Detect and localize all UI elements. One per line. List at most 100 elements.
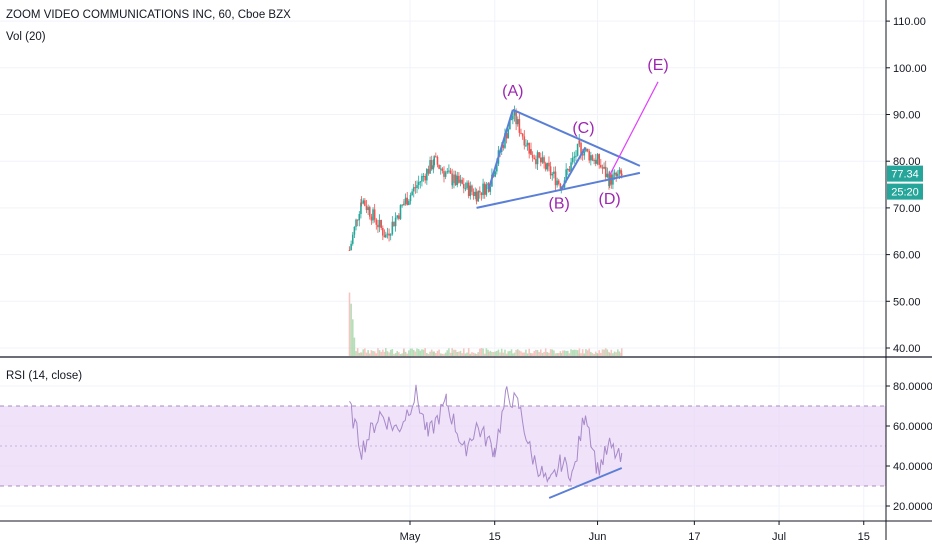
volume-bar (388, 352, 390, 356)
volume-bar (411, 348, 413, 356)
candle-body (620, 169, 622, 174)
candle-body (540, 157, 542, 163)
candle-body (449, 170, 452, 174)
volume-bar (385, 348, 387, 356)
candle-body (618, 169, 621, 174)
candle-body (362, 200, 365, 204)
candle-body (482, 183, 484, 196)
volume-bar (570, 349, 572, 356)
volume-bar (604, 348, 607, 356)
volume-bar (429, 351, 431, 356)
volume-bar (492, 352, 495, 356)
candle-body (502, 145, 505, 148)
candle-body (536, 152, 539, 165)
volume-bar (356, 348, 359, 356)
candle-body (535, 159, 537, 165)
volume-bar (456, 351, 459, 356)
candle-body (370, 216, 373, 221)
volume-bar (581, 349, 584, 356)
volume-bar (509, 351, 511, 356)
volume-bar (608, 353, 611, 356)
volume-bar (378, 350, 381, 356)
candle-body (513, 110, 516, 116)
volume-bar (439, 353, 442, 356)
volume-bar (573, 349, 576, 356)
candle-body (528, 142, 530, 154)
candle-body (516, 119, 519, 125)
volume-bar (610, 349, 613, 356)
candle-body (351, 234, 354, 244)
rsi-band (0, 405, 886, 487)
candle-body (438, 164, 440, 169)
candle-body (350, 243, 352, 251)
candle-body (606, 173, 609, 178)
volume-bar (596, 353, 599, 356)
candle-body (505, 133, 508, 139)
volume-bar (594, 351, 597, 356)
time-tick-label: Jun (589, 531, 607, 543)
rsi-tick-label: 20.0000 (893, 501, 932, 513)
candle-body (414, 187, 417, 189)
volume-bar (430, 349, 433, 356)
volume-bar (618, 351, 621, 356)
volume-bar (362, 349, 365, 356)
candle-body (489, 186, 492, 192)
volume-bar (617, 349, 619, 356)
candle-body (588, 150, 591, 161)
candle-body (543, 157, 545, 164)
candle-body (419, 181, 422, 183)
candle-body (598, 154, 600, 165)
volume-bar (427, 353, 430, 356)
price-tick-label: 100.00 (893, 63, 927, 75)
volume-bar (451, 348, 453, 356)
volume-bar (543, 351, 545, 356)
candle-body (355, 219, 357, 227)
volume-bar (355, 351, 357, 356)
volume-bar (351, 319, 354, 356)
candle-body (422, 175, 425, 177)
wave-label: (D) (599, 191, 621, 208)
rsi-series (349, 384, 623, 484)
rsi-tick-label: 60.0000 (893, 421, 932, 433)
candle-body (565, 169, 567, 181)
candle-body (380, 219, 383, 229)
volume-bar (394, 353, 397, 356)
volume-bar (620, 348, 623, 356)
volume-bar (482, 348, 484, 356)
candle-body (530, 149, 532, 155)
candle-body (368, 207, 371, 217)
volume-bar (401, 353, 403, 356)
volume-bar (444, 352, 447, 356)
candle-body (377, 224, 379, 228)
rsi-trendline (548, 467, 623, 499)
volume-bar (377, 348, 379, 356)
volume-bar (554, 353, 557, 356)
candle-body (553, 171, 555, 174)
candle-body (566, 169, 569, 171)
candle-body (394, 217, 397, 227)
candle-body (398, 215, 400, 219)
candle-body (406, 197, 409, 206)
candle-body (388, 233, 390, 236)
candle-body (578, 140, 581, 143)
volume-bar (560, 352, 563, 356)
volume-bar (479, 348, 481, 356)
volume-bar (471, 352, 473, 356)
volume-bar (483, 353, 486, 356)
volume-bar (583, 353, 586, 356)
candle-body (504, 133, 506, 148)
volume-bar (408, 350, 410, 356)
volume-bar (467, 348, 470, 356)
volume-bar (540, 349, 542, 356)
volume-bar (472, 352, 475, 356)
candle-body (480, 192, 483, 196)
volume-bar (454, 349, 457, 356)
volume-bar (562, 350, 564, 356)
volume-bar (586, 350, 589, 356)
candle-body (600, 164, 602, 168)
volume-bar (556, 353, 558, 356)
volume-bar (525, 349, 527, 356)
candle-body (570, 162, 572, 172)
